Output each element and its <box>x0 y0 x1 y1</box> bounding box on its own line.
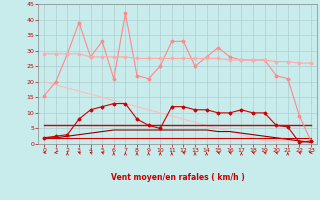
X-axis label: Vent moyen/en rafales ( km/h ): Vent moyen/en rafales ( km/h ) <box>111 173 244 182</box>
